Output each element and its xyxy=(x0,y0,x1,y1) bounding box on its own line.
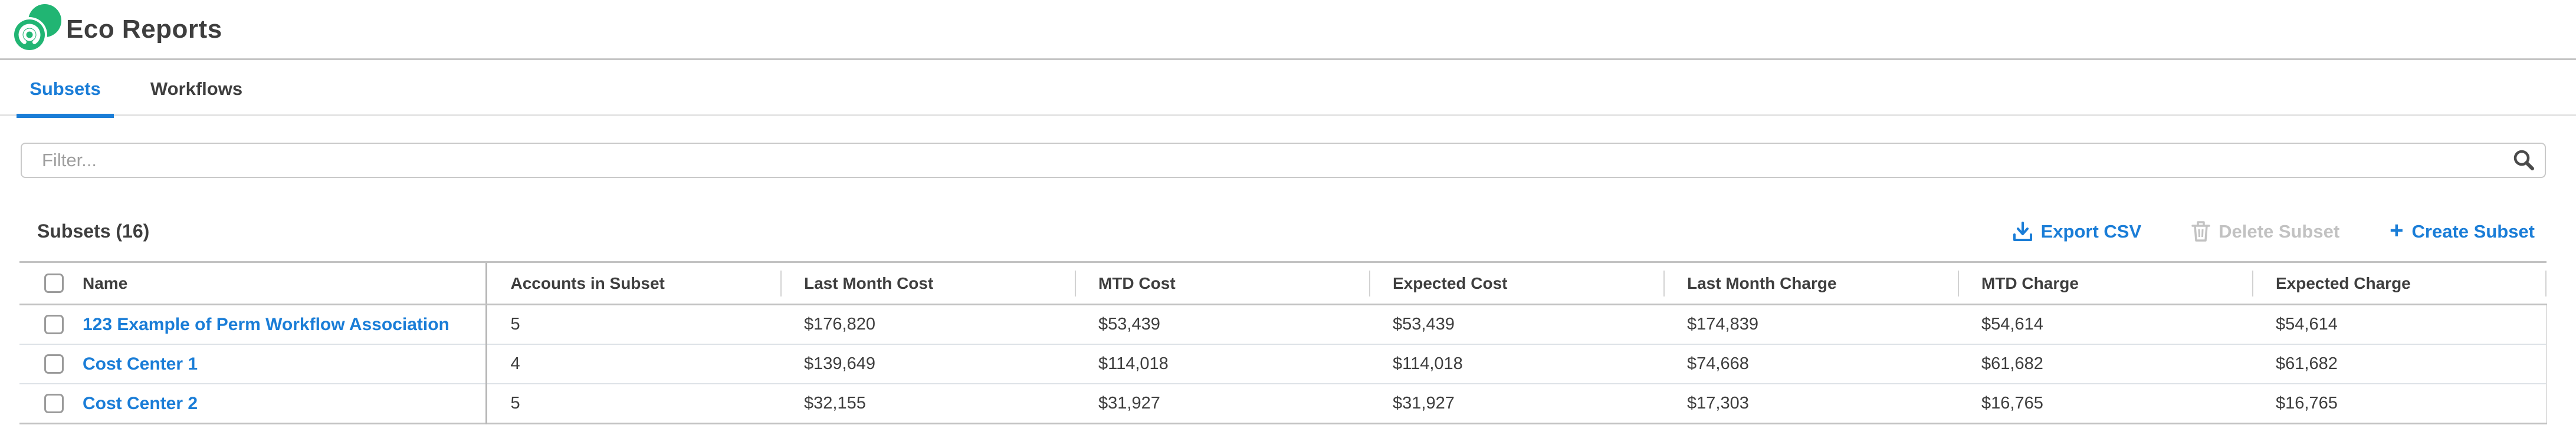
header-cell-expected-charge: Expected Charge xyxy=(2252,263,2547,305)
filter-container xyxy=(21,143,2546,178)
select-all-checkbox[interactable] xyxy=(44,274,64,293)
row-checkbox[interactable] xyxy=(44,394,64,413)
cell-last-month-charge: $174,839 xyxy=(1663,304,1958,344)
trash-icon xyxy=(2191,221,2210,242)
row-checkbox[interactable] xyxy=(44,315,64,334)
cell-last-month-charge: $74,668 xyxy=(1663,344,1958,384)
column-divider xyxy=(1663,270,1665,296)
table-row: Cost Center 1 4 $139,649 $114,018 $114,0… xyxy=(19,344,2547,384)
table-header-row: Name Accounts in Subset Last Month Cost … xyxy=(19,263,2547,305)
cell-mtd-cost: $114,018 xyxy=(1075,344,1369,384)
column-header-last-month-charge: Last Month Charge xyxy=(1687,274,1837,292)
subset-name-link[interactable]: Cost Center 1 xyxy=(83,354,198,374)
column-header-mtd-charge: MTD Charge xyxy=(1981,274,2079,292)
header-divider xyxy=(0,58,2576,60)
subset-name-link[interactable]: 123 Example of Perm Workflow Association xyxy=(83,314,449,334)
subsets-count-heading: Subsets (16) xyxy=(37,220,150,242)
cell-last-month-cost: $139,649 xyxy=(780,344,1075,384)
column-divider xyxy=(780,270,782,296)
column-header-last-month-cost: Last Month Cost xyxy=(804,274,934,292)
header-cell-mtd-cost: MTD Cost xyxy=(1075,263,1369,305)
cell-expected-charge: $16,765 xyxy=(2252,384,2547,424)
column-divider xyxy=(2252,270,2253,296)
column-header-accounts: Accounts in Subset xyxy=(510,274,665,292)
column-divider xyxy=(1958,270,1959,296)
cell-expected-cost: $114,018 xyxy=(1369,344,1663,384)
tab-workflows[interactable]: Workflows xyxy=(140,60,252,116)
cell-last-month-cost: $176,820 xyxy=(780,304,1075,344)
column-header-expected-cost: Expected Cost xyxy=(1393,274,1508,292)
cell-name: Cost Center 1 xyxy=(19,344,486,384)
cell-name: 123 Example of Perm Workflow Association xyxy=(19,304,486,344)
cell-last-month-cost: $32,155 xyxy=(780,384,1075,424)
header-cell-expected-cost: Expected Cost xyxy=(1369,263,1663,305)
delete-subset-button[interactable]: Delete Subset xyxy=(2191,220,2339,242)
table-row: 123 Example of Perm Workflow Association… xyxy=(19,304,2547,344)
cell-accounts: 5 xyxy=(485,384,780,424)
subsets-toolbar: Subsets (16) Export CSV Delete Subset + … xyxy=(0,215,2576,248)
cell-expected-charge: $54,614 xyxy=(2252,304,2547,344)
header-cell-last-month-charge: Last Month Charge xyxy=(1663,263,1958,305)
search-icon[interactable] xyxy=(2512,149,2535,172)
column-divider xyxy=(1369,270,1370,296)
brand-green-swirl-icon xyxy=(12,4,61,52)
export-csv-button[interactable]: Export CSV xyxy=(2013,220,2142,242)
cell-accounts: 5 xyxy=(485,304,780,344)
filter-input[interactable] xyxy=(21,143,2546,178)
active-tab-underline xyxy=(17,114,114,118)
column-divider xyxy=(1075,270,1076,296)
cell-expected-cost: $53,439 xyxy=(1369,304,1663,344)
cell-mtd-charge: $16,765 xyxy=(1958,384,2252,424)
cell-mtd-charge: $54,614 xyxy=(1958,304,2252,344)
cell-name: Cost Center 2 xyxy=(19,384,486,424)
cell-accounts: 4 xyxy=(485,344,780,384)
cell-expected-charge: $61,682 xyxy=(2252,344,2547,384)
download-icon xyxy=(2013,221,2032,241)
export-csv-label: Export CSV xyxy=(2040,220,2142,242)
page-title: Eco Reports xyxy=(66,15,222,44)
cell-mtd-charge: $61,682 xyxy=(1958,344,2252,384)
cell-expected-cost: $31,927 xyxy=(1369,384,1663,424)
column-header-expected-charge: Expected Charge xyxy=(2276,274,2411,292)
toolbar-actions: Export CSV Delete Subset + Create Subset xyxy=(2013,215,2535,248)
subset-name-link[interactable]: Cost Center 2 xyxy=(83,393,198,413)
column-divider xyxy=(2545,270,2547,296)
tab-bar: Subsets Workflows xyxy=(0,60,2576,118)
header-cell-accounts: Accounts in Subset xyxy=(485,263,780,305)
row-checkbox[interactable] xyxy=(44,354,64,374)
column-header-mtd-cost: MTD Cost xyxy=(1098,274,1176,292)
cell-last-month-charge: $17,303 xyxy=(1663,384,1958,424)
table-row: Cost Center 2 5 $32,155 $31,927 $31,927 … xyxy=(19,384,2547,424)
tab-subsets-label: Subsets xyxy=(29,78,101,99)
create-subset-button[interactable]: + Create Subset xyxy=(2390,217,2535,243)
tab-workflows-label: Workflows xyxy=(150,78,243,99)
delete-subset-label: Delete Subset xyxy=(2219,220,2340,242)
cell-mtd-cost: $31,927 xyxy=(1075,384,1369,424)
app-header: Eco Reports xyxy=(0,0,2576,58)
tab-subsets[interactable]: Subsets xyxy=(17,60,114,118)
create-subset-label: Create Subset xyxy=(2411,220,2535,242)
header-cell-last-month-cost: Last Month Cost xyxy=(780,263,1075,305)
subsets-table: Name Accounts in Subset Last Month Cost … xyxy=(19,261,2547,424)
column-header-name: Name xyxy=(83,274,128,292)
header-cell-name: Name xyxy=(19,263,486,305)
cell-mtd-cost: $53,439 xyxy=(1075,304,1369,344)
header-cell-mtd-charge: MTD Charge xyxy=(1958,263,2252,305)
plus-icon: + xyxy=(2390,217,2404,243)
